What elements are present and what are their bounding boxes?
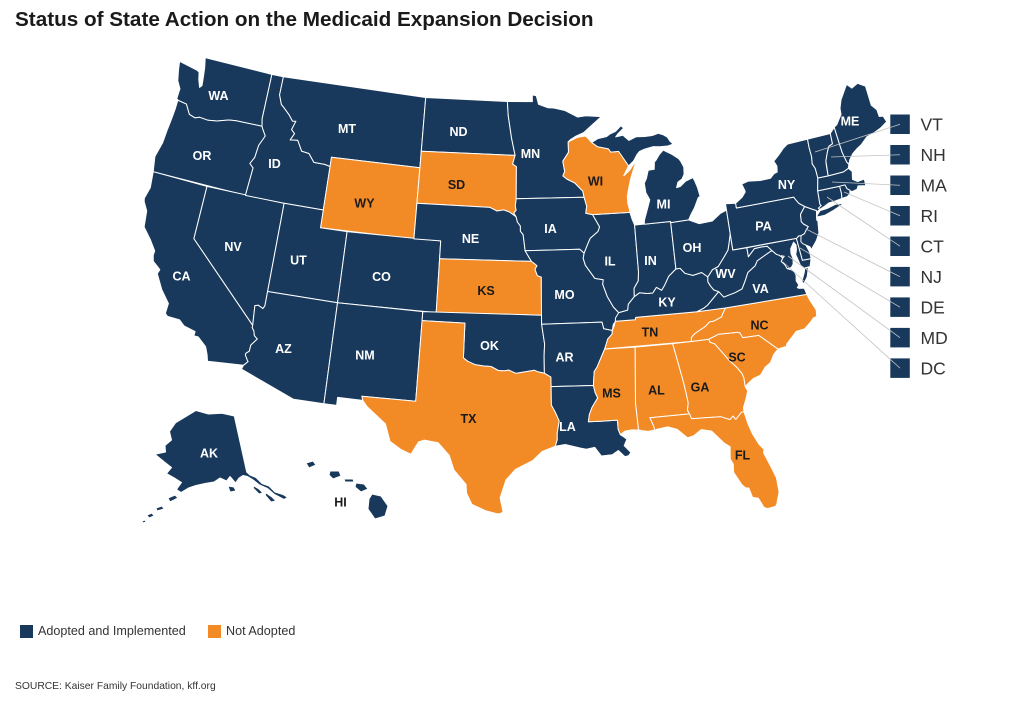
svg-text:VA: VA [752,282,768,296]
svg-text:UT: UT [290,254,307,268]
svg-text:HI: HI [334,496,347,510]
svg-text:IA: IA [544,222,557,236]
svg-text:RI: RI [921,206,939,226]
svg-text:MS: MS [602,387,621,401]
svg-text:FL: FL [735,449,751,463]
svg-text:NM: NM [355,349,374,363]
svg-text:KY: KY [658,296,676,310]
svg-text:AL: AL [648,384,665,398]
svg-text:OR: OR [193,149,212,163]
svg-text:WA: WA [208,89,228,103]
svg-text:DE: DE [921,297,945,317]
svg-text:NJ: NJ [921,267,942,287]
svg-text:MO: MO [554,288,574,302]
svg-text:MN: MN [521,147,540,161]
svg-text:AZ: AZ [275,342,292,356]
svg-text:CT: CT [921,236,945,256]
svg-text:MT: MT [338,122,356,136]
svg-text:SC: SC [728,351,745,365]
svg-text:PA: PA [755,220,771,234]
svg-text:WI: WI [588,175,603,189]
svg-text:OK: OK [480,339,499,353]
svg-text:TN: TN [642,326,659,340]
svg-text:WY: WY [354,197,375,211]
svg-text:ID: ID [268,157,281,171]
svg-text:NV: NV [224,240,242,254]
svg-text:GA: GA [691,381,710,395]
svg-text:NE: NE [462,232,479,246]
svg-text:AK: AK [200,447,218,461]
svg-text:IL: IL [604,255,615,269]
svg-text:ME: ME [841,115,860,129]
svg-text:OH: OH [683,241,702,255]
svg-text:NC: NC [750,319,768,333]
svg-text:MD: MD [921,328,948,348]
svg-text:CO: CO [372,270,391,284]
svg-text:WV: WV [715,267,736,281]
svg-text:ND: ND [449,125,467,139]
svg-text:CA: CA [172,270,190,284]
svg-text:MA: MA [921,176,948,196]
svg-text:IN: IN [644,254,657,268]
svg-text:KS: KS [477,284,494,298]
svg-text:SD: SD [448,178,465,192]
svg-text:DC: DC [921,358,946,378]
svg-text:TX: TX [461,412,478,426]
svg-text:AR: AR [555,351,573,365]
svg-text:VT: VT [921,115,944,135]
svg-text:LA: LA [559,420,576,434]
svg-text:NH: NH [921,145,946,165]
svg-text:NY: NY [778,178,796,192]
svg-text:MI: MI [657,198,671,212]
